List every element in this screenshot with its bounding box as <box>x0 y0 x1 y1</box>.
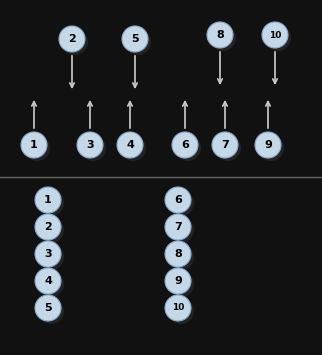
Text: 8: 8 <box>174 249 182 259</box>
Circle shape <box>168 271 194 297</box>
Circle shape <box>35 241 61 267</box>
Text: 9: 9 <box>174 276 182 286</box>
Circle shape <box>35 295 61 321</box>
Circle shape <box>117 132 143 158</box>
Text: 1: 1 <box>44 195 52 205</box>
Circle shape <box>77 132 103 158</box>
Circle shape <box>35 214 61 240</box>
Text: 4: 4 <box>126 140 134 150</box>
Circle shape <box>122 26 148 52</box>
Circle shape <box>21 132 47 158</box>
Circle shape <box>38 190 64 216</box>
Circle shape <box>125 29 151 55</box>
Circle shape <box>38 217 64 243</box>
Circle shape <box>215 135 241 161</box>
Text: 1: 1 <box>30 140 38 150</box>
Circle shape <box>59 26 85 52</box>
Text: 6: 6 <box>181 140 189 150</box>
Text: 6: 6 <box>174 195 182 205</box>
Text: 7: 7 <box>174 222 182 232</box>
Circle shape <box>165 268 191 294</box>
Text: 10: 10 <box>172 304 184 312</box>
Circle shape <box>258 135 284 161</box>
Text: 5: 5 <box>44 303 52 313</box>
Text: 8: 8 <box>216 30 224 40</box>
Circle shape <box>62 29 88 55</box>
Text: 10: 10 <box>269 31 281 39</box>
Circle shape <box>80 135 106 161</box>
Circle shape <box>38 271 64 297</box>
Circle shape <box>165 187 191 213</box>
Circle shape <box>35 187 61 213</box>
Circle shape <box>168 244 194 270</box>
Text: 3: 3 <box>86 140 94 150</box>
Circle shape <box>212 132 238 158</box>
Text: 3: 3 <box>44 249 52 259</box>
Text: 7: 7 <box>221 140 229 150</box>
Circle shape <box>120 135 146 161</box>
Circle shape <box>38 244 64 270</box>
Text: 4: 4 <box>44 276 52 286</box>
Circle shape <box>165 295 191 321</box>
Circle shape <box>168 298 194 324</box>
Circle shape <box>207 22 233 48</box>
Circle shape <box>38 298 64 324</box>
Text: 2: 2 <box>68 34 76 44</box>
Text: 2: 2 <box>44 222 52 232</box>
Circle shape <box>168 217 194 243</box>
Circle shape <box>210 25 236 51</box>
Circle shape <box>262 22 288 48</box>
Circle shape <box>255 132 281 158</box>
Circle shape <box>175 135 201 161</box>
Text: 9: 9 <box>264 140 272 150</box>
Circle shape <box>165 241 191 267</box>
Text: 5: 5 <box>131 34 139 44</box>
Circle shape <box>168 190 194 216</box>
Circle shape <box>24 135 50 161</box>
Circle shape <box>172 132 198 158</box>
Circle shape <box>165 214 191 240</box>
Circle shape <box>35 268 61 294</box>
Circle shape <box>265 25 291 51</box>
